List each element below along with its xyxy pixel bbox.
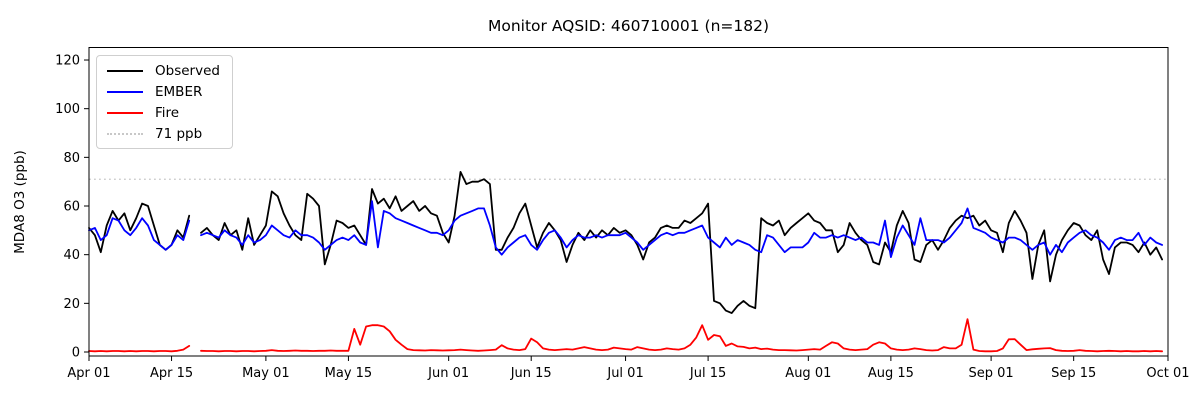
- y-tick-label: 80: [63, 151, 80, 166]
- legend-item-observed: Observed: [107, 62, 220, 79]
- legend-label: EMBER: [155, 83, 203, 100]
- x-tick-label: Jul 01: [606, 366, 643, 381]
- y-tick-label: 120: [55, 54, 80, 69]
- y-tick-label: 60: [63, 200, 80, 215]
- legend-item-ember: EMBER: [107, 83, 220, 100]
- x-tick-label: Aug 15: [868, 366, 914, 381]
- y-tick-label: 0: [72, 346, 80, 361]
- legend-label: Fire: [155, 104, 180, 121]
- series-ember-line: [88, 200, 1163, 258]
- x-tick-label: Oct 01: [1146, 366, 1189, 381]
- x-tick-label: Jun 01: [427, 366, 469, 381]
- x-tick-label: Sep 15: [1051, 366, 1096, 381]
- legend-line-sample: [107, 132, 143, 135]
- x-tick-label: Apr 01: [67, 366, 110, 381]
- x-tick-label: May 15: [325, 366, 373, 381]
- x-tick-label: Sep 01: [969, 366, 1014, 381]
- axis-frame: [88, 47, 1169, 357]
- legend-line-sample: [107, 90, 143, 93]
- legend-line-sample: [107, 111, 143, 114]
- legend-label: 71 ppb: [155, 125, 203, 142]
- legend-label: Observed: [155, 62, 220, 79]
- chart-title: Monitor AQSID: 460710001 (n=182): [487, 17, 770, 35]
- y-tick-label: 40: [63, 248, 80, 263]
- y-tick-label: 20: [63, 297, 80, 312]
- legend: Observed EMBER Fire 71 ppb: [96, 55, 233, 149]
- x-tick-label: Jun 15: [510, 366, 552, 381]
- x-tick-label: Apr 15: [150, 366, 193, 381]
- legend-item-fire: Fire: [107, 104, 220, 121]
- series-fire-line: [88, 318, 1163, 353]
- y-tick-label: 100: [55, 102, 80, 117]
- x-tick-label: Aug 01: [785, 366, 831, 381]
- x-tick-label: May 01: [242, 366, 290, 381]
- legend-item-71-ppb: 71 ppb: [107, 125, 220, 142]
- legend-line-sample: [107, 69, 143, 72]
- x-tick-label: Jul 15: [689, 366, 726, 381]
